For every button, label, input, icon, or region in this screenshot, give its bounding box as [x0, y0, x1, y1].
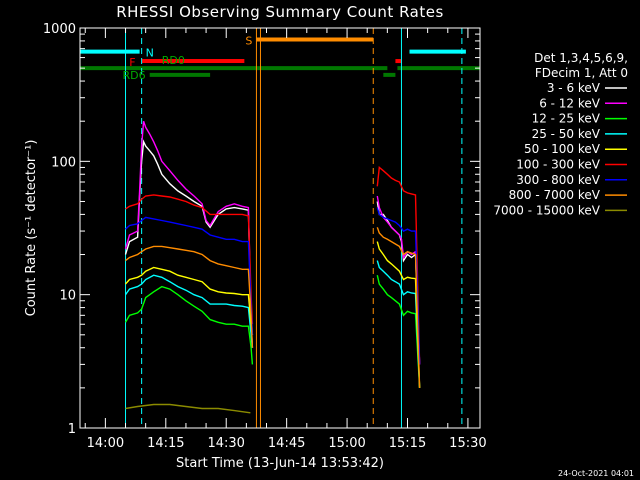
vertical-markers [125, 28, 463, 428]
y-tick-label: 1 [68, 422, 76, 437]
legend-label-800-7000-kev: 800 - 7000 keV [509, 188, 601, 202]
legend-label-50-100-kev: 50 - 100 keV [524, 142, 601, 156]
series-line-25-50-kev [124, 274, 254, 348]
x-axis-ticks: 14:00 14:15 14:30 14:45 15:00 15:15 15:30 [84, 28, 487, 451]
y-tick-label: 10 [59, 289, 76, 304]
series-line-6-12-kev [124, 120, 254, 335]
flag-labels: NF S RD0 RD6 [123, 34, 253, 81]
legend-header-line1: Det 1,3,4,5,6,9, [534, 51, 628, 65]
y-tick-label: 1000 [43, 22, 76, 37]
x-tick-label: 15:15 [389, 436, 426, 451]
legend-label-6-12-kev: 6 - 12 keV [539, 96, 601, 110]
x-tick-label: 15:00 [328, 436, 365, 451]
series-line-100-300-kev [125, 194, 254, 325]
series-line-25-50-kev [376, 260, 421, 388]
series-lines [124, 120, 421, 414]
series-line-50-100-kev [124, 266, 254, 335]
y-tick-label: 100 [51, 155, 76, 170]
x-tick-label: 14:30 [207, 436, 244, 451]
series-line-300-800-kev [125, 216, 254, 335]
x-tick-label: 15:30 [449, 436, 486, 451]
series-line-800-7000-kev [125, 245, 254, 348]
legend-label-25-50-kev: 25 - 50 keV [532, 127, 601, 141]
series-line-50-100-kev [376, 241, 421, 388]
series-line-100-300-kev [376, 166, 421, 365]
flag-label-flare: F [129, 56, 135, 69]
legend-label-3-6-kev: 3 - 6 keV [547, 81, 601, 95]
flag-label-rd6: RD6 [123, 69, 146, 82]
legend-label-12-25-kev: 12 - 25 keV [532, 112, 601, 126]
flag-label-saa: S [245, 34, 252, 47]
series-line-7000-15000-kev [125, 403, 251, 414]
series-line-12-25-kev [124, 285, 254, 365]
flag-label-night: N [146, 47, 154, 60]
y-axis-ticks: 1 10 100 1000 [43, 22, 480, 437]
flag-label-rd0: RD0 [162, 54, 185, 67]
series-line-12-25-kev [376, 275, 421, 388]
date-stamp: 24-Oct-2021 04:01 [558, 469, 634, 478]
legend-header-line2: FDecim 1, Att 0 [535, 66, 628, 80]
chart-title: RHESSI Observing Summary Count Rates [116, 3, 444, 21]
x-tick-label: 14:15 [147, 436, 184, 451]
series-line-300-800-kev [376, 207, 421, 365]
legend: Det 1,3,4,5,6,9, FDecim 1, Att 0 3 - 6 k… [493, 51, 628, 217]
series-line-800-7000-kev [376, 227, 421, 388]
y-axis-label: Count Rate (s⁻¹ detector⁻¹) [24, 140, 39, 317]
flag-bars [80, 37, 480, 77]
x-axis-label: Start Time (13-Jun-14 13:53:42) [176, 456, 384, 471]
legend-label-7000-15000-kev: 7000 - 15000 keV [493, 203, 600, 217]
legend-label-100-300-kev: 100 - 300 keV [516, 158, 600, 172]
legend-label-300-800-kev: 300 - 800 keV [516, 173, 600, 187]
x-tick-label: 14:45 [268, 436, 305, 451]
plot-frame [79, 27, 481, 429]
x-tick-label: 14:00 [87, 436, 124, 451]
